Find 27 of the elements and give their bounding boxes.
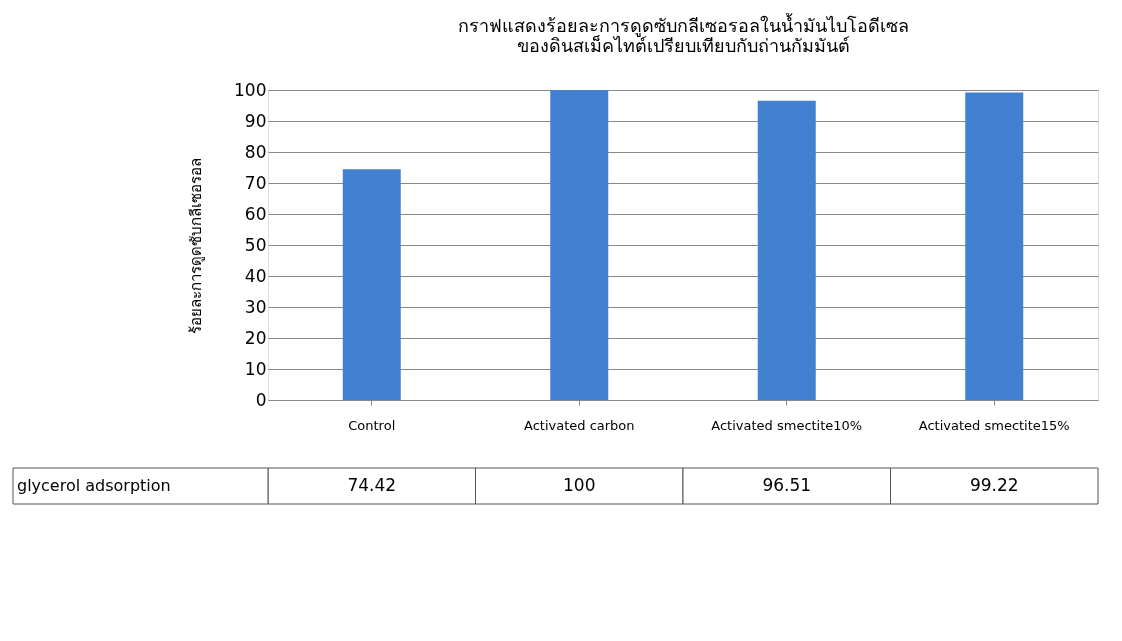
y-axis-title: ร้อยละการดูดซับกลีเซอรอล: [187, 157, 206, 334]
data-label: 99.22: [969, 475, 1019, 495]
bar: [342, 169, 401, 400]
x-tick-label: Activated smectite10%: [711, 417, 863, 433]
y-tick-label: 100: [234, 79, 267, 100]
data-label: 96.51: [762, 475, 812, 495]
data-label: 74.42: [347, 475, 397, 495]
y-tick-label: 50: [244, 234, 267, 255]
y-tick-label: 10: [244, 358, 267, 379]
y-tick-label: 40: [244, 265, 267, 286]
bar: [550, 90, 609, 400]
x-tick-label: Activated carbon: [523, 417, 635, 433]
y-tick-label: 60: [244, 203, 267, 224]
text: กราฟแสดงร้อยละการดูดซับกลีเซอรอลในน้ำมันไบโอดีเซล: [457, 15, 909, 36]
data-label: 100: [563, 475, 596, 495]
bar: [757, 100, 816, 400]
text: glycerol adsorption: [17, 476, 171, 495]
y-tick-label: 70: [244, 172, 267, 193]
y-tick-label: 20: [244, 327, 267, 348]
bar: [965, 92, 1024, 400]
x-tick-label: Activated smectite15%: [918, 417, 1070, 433]
y-tick-label: 30: [244, 296, 267, 317]
y-tick-label: 80: [244, 141, 267, 162]
y-tick-label: 0: [255, 389, 267, 410]
x-tick-label: Control: [348, 417, 396, 433]
text: ของดินสเม็คไทต์เปรียบเทียบกับถ่านกัมมันต์: [516, 35, 850, 56]
y-tick-label: 90: [244, 110, 267, 131]
